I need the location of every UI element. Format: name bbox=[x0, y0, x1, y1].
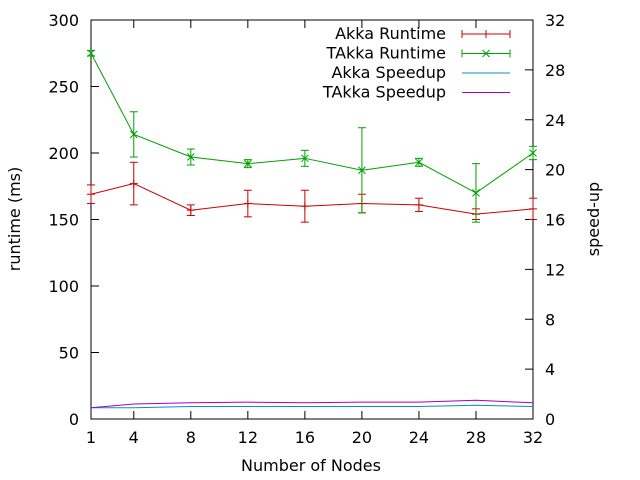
data-point bbox=[300, 202, 309, 211]
y-tick-label: 300 bbox=[48, 11, 79, 30]
x-tick-label: 8 bbox=[186, 428, 196, 447]
right-axis-ticks: 0 4 8 12 16 20 24 28 32 bbox=[525, 11, 565, 429]
y2-axis-label: speed-up bbox=[584, 182, 603, 256]
data-point bbox=[358, 166, 366, 175]
y-tick-label: 200 bbox=[48, 144, 79, 163]
data-point bbox=[415, 158, 423, 167]
legend-label: TAkka Runtime bbox=[326, 44, 446, 63]
x-tick-label: 20 bbox=[352, 428, 372, 447]
data-point bbox=[129, 130, 138, 139]
series-line-takka-speedup bbox=[90, 399, 534, 409]
data-point bbox=[243, 159, 252, 168]
data-point bbox=[87, 49, 95, 58]
y2-tick-label: 8 bbox=[545, 310, 555, 329]
y2-tick-label: 28 bbox=[545, 61, 565, 80]
series-line-akka-speedup bbox=[91, 404, 534, 409]
left-axis-ticks: 0 50 100 150 200 250 300 bbox=[48, 11, 99, 429]
x-tick-label: 28 bbox=[466, 428, 486, 447]
data-point bbox=[414, 200, 423, 209]
y2-tick-label: 16 bbox=[545, 211, 565, 230]
series-takka-speedup bbox=[90, 399, 534, 409]
plot-border bbox=[90, 19, 534, 420]
series-layer bbox=[87, 49, 537, 409]
legend-label: TAkka Speedup bbox=[322, 83, 446, 102]
x-tick-label: 1 bbox=[86, 428, 96, 447]
y2-tick-label: 0 bbox=[545, 410, 555, 429]
y-tick-label: 150 bbox=[48, 211, 79, 230]
legend-entry: TAkka Speedup bbox=[322, 83, 510, 102]
y2-tick-label: 4 bbox=[545, 360, 555, 379]
plot-frame bbox=[90, 19, 534, 420]
data-point bbox=[301, 154, 309, 163]
legend-entry: TAkka Runtime bbox=[326, 44, 511, 63]
series-takka-runtime bbox=[87, 49, 537, 223]
data-point bbox=[243, 199, 252, 208]
legend-label: Akka Runtime bbox=[335, 24, 446, 43]
y2-tick-label: 32 bbox=[545, 11, 565, 30]
y-tick-label: 100 bbox=[48, 277, 79, 296]
x-tick-label: 24 bbox=[409, 428, 429, 447]
legend-entry: Akka Runtime bbox=[335, 24, 511, 43]
series-akka-speedup bbox=[91, 404, 534, 409]
x-tick-label: 16 bbox=[295, 428, 315, 447]
y2-tick-label: 24 bbox=[545, 111, 565, 130]
y2-tick-label: 20 bbox=[545, 161, 565, 180]
legend-label: Akka Speedup bbox=[331, 63, 446, 82]
y-tick-label: 50 bbox=[59, 344, 79, 363]
data-point bbox=[529, 204, 537, 213]
data-point bbox=[186, 206, 195, 215]
y-tick-label: 0 bbox=[69, 410, 79, 429]
x-tick-label: 32 bbox=[523, 428, 543, 447]
data-point bbox=[529, 149, 537, 157]
data-point bbox=[186, 153, 195, 161]
legend-entry: Akka Speedup bbox=[331, 63, 510, 82]
data-point bbox=[87, 190, 95, 199]
x-tick-label: 4 bbox=[129, 428, 139, 447]
x-axis-ticks: 1 4 8 12 16 20 24 28 32 bbox=[86, 20, 543, 447]
x-axis-label: Number of Nodes bbox=[241, 456, 381, 475]
y2-tick-label: 12 bbox=[545, 260, 565, 279]
series-line-takka-runtime bbox=[90, 53, 534, 194]
data-point bbox=[129, 179, 138, 188]
x-tick-label: 12 bbox=[238, 428, 258, 447]
data-point bbox=[472, 189, 480, 197]
y-axis-label: runtime (ms) bbox=[5, 167, 24, 272]
series-akka-runtime bbox=[87, 161, 537, 223]
y-tick-label: 250 bbox=[48, 78, 79, 97]
